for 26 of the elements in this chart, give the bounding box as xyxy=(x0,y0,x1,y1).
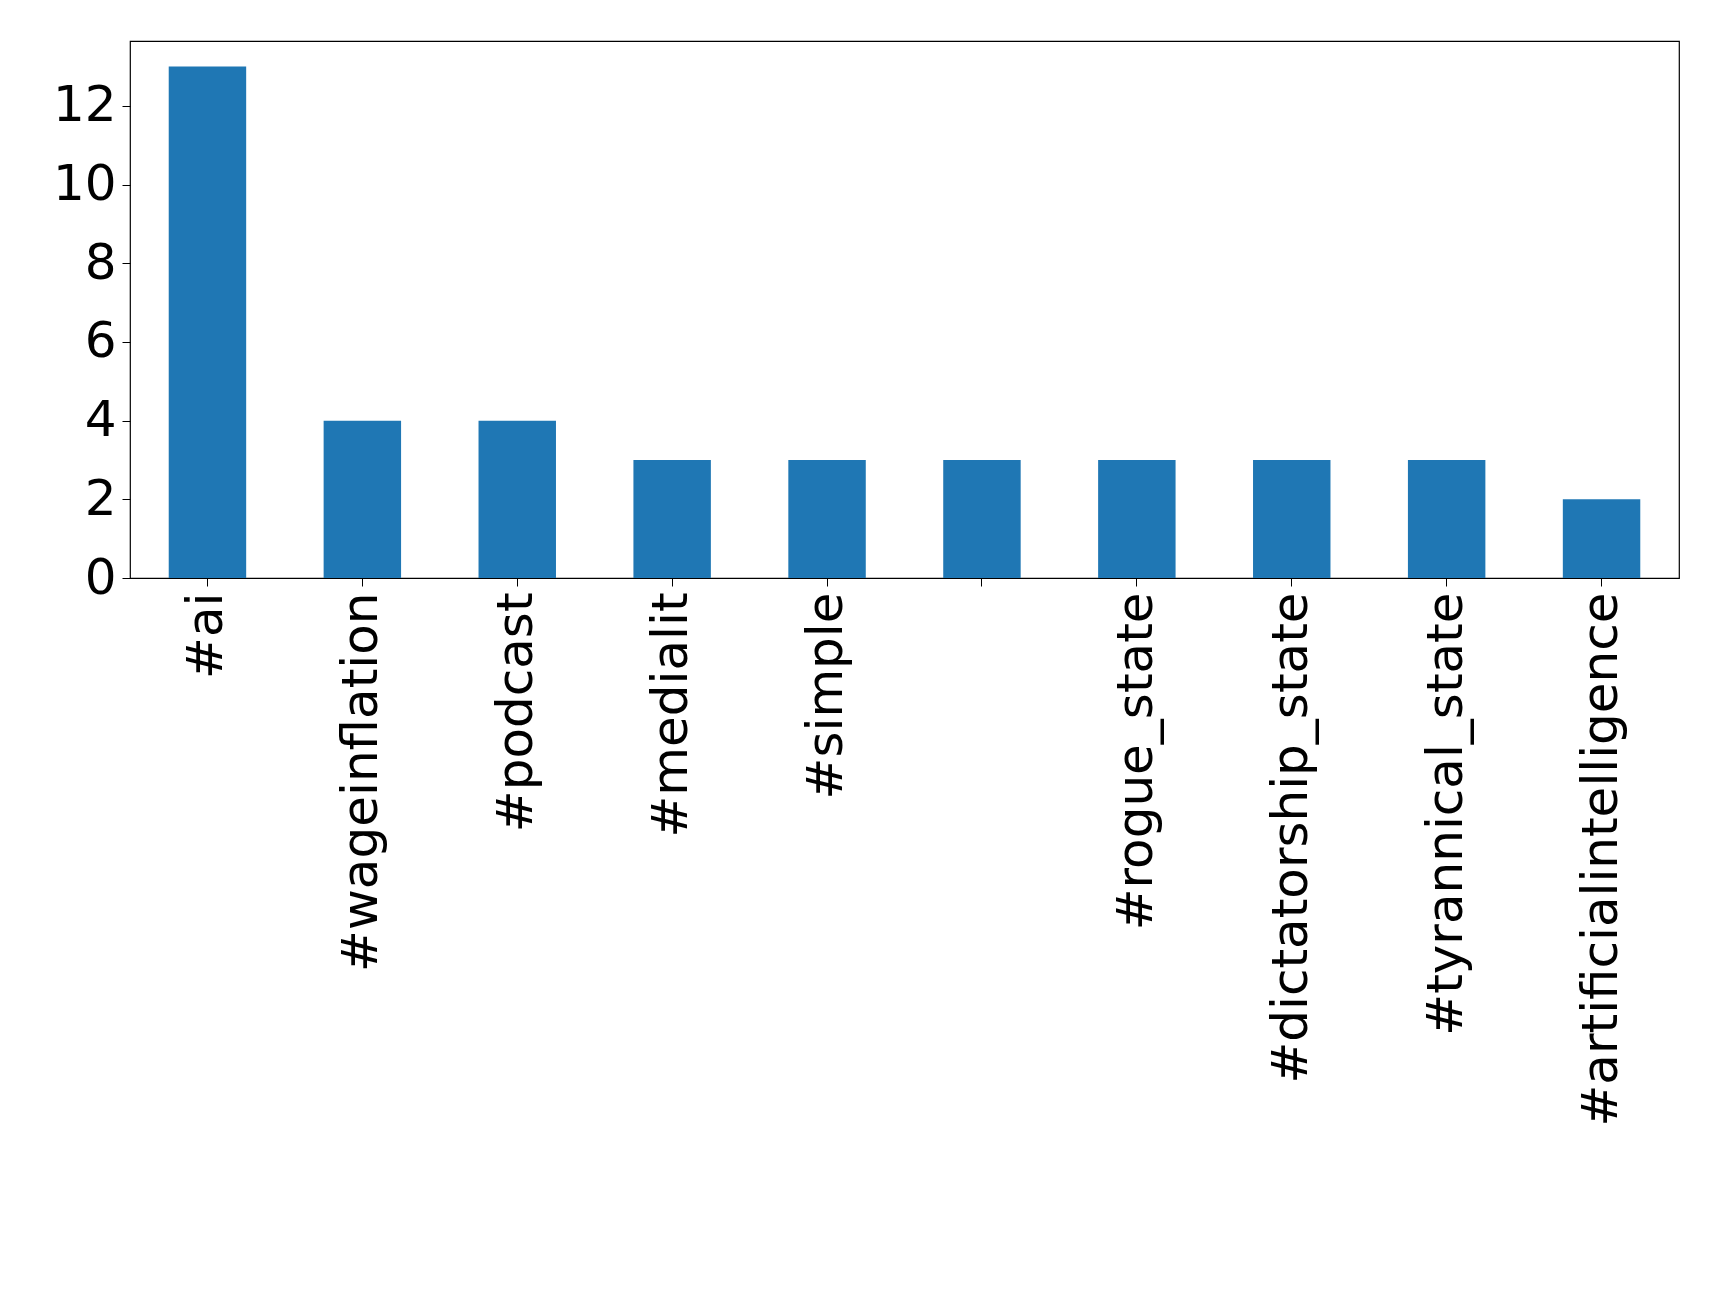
x-tick-label: #dictatorship_state xyxy=(1260,592,1319,1084)
bar xyxy=(1407,459,1486,578)
y-tick-label: 10 xyxy=(52,154,117,213)
bar xyxy=(943,459,1021,578)
bar xyxy=(168,66,247,578)
y-tick-label: 12 xyxy=(52,75,117,134)
x-tick-label: #wageinflation xyxy=(331,592,390,972)
x-tick-label: #rogue_state xyxy=(1105,592,1164,931)
x-tick-label: #simple xyxy=(796,592,855,800)
y-tick-label: 0 xyxy=(84,547,117,606)
bar xyxy=(1098,459,1176,578)
x-tick-label: #tyrannical_state xyxy=(1415,592,1474,1036)
x-tick-label: #podcast xyxy=(486,592,545,833)
y-tick-label: 2 xyxy=(84,468,117,527)
bar xyxy=(788,459,866,578)
x-tick-label: #ai xyxy=(176,592,235,679)
bar xyxy=(633,459,711,578)
y-tick-label: 4 xyxy=(84,390,117,449)
bar xyxy=(323,420,402,578)
bar xyxy=(1562,499,1641,578)
x-tick-label: #artificialintelligence xyxy=(1570,592,1629,1127)
y-tick-label: 8 xyxy=(84,232,117,291)
y-tick-label: 6 xyxy=(84,311,117,370)
bar xyxy=(478,420,556,578)
bar xyxy=(1253,459,1331,578)
x-tick-label: #medialit xyxy=(641,592,700,838)
